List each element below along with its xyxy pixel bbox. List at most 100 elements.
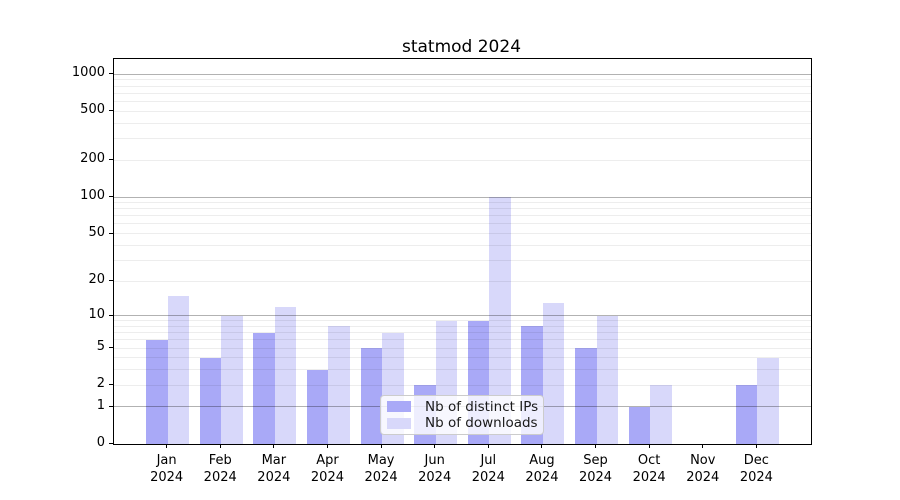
legend-swatch-distinct-ips	[387, 401, 411, 413]
y-tick-label: 100	[80, 188, 105, 203]
x-tick-label: Jul 2024	[471, 453, 505, 485]
gridline	[114, 208, 811, 210]
gridline	[114, 223, 811, 225]
bar-downloads-jul	[489, 197, 511, 444]
gridline	[114, 202, 811, 204]
gridline	[114, 339, 811, 341]
legend-label-downloads: Nb of downloads	[425, 415, 538, 432]
gridline	[114, 215, 811, 217]
y-tick-label: 20	[88, 272, 105, 288]
gridline	[114, 85, 811, 87]
x-tick-mark	[380, 444, 382, 448]
y-tick-mark	[109, 159, 113, 161]
gridline	[114, 244, 811, 246]
x-tick-label: Mar 2024	[257, 453, 291, 485]
y-tick-mark	[109, 314, 113, 316]
gridline	[114, 122, 811, 124]
bar-distinct-ips-oct	[628, 406, 651, 444]
x-tick-label: Jan 2024	[150, 453, 184, 485]
bar-downloads-feb	[221, 315, 243, 444]
bar-distinct-ips-apr	[306, 369, 329, 444]
gridline	[114, 73, 811, 75]
x-tick-mark	[326, 444, 328, 448]
gridline	[114, 138, 811, 140]
gridline	[114, 92, 811, 94]
y-tick-label: 2	[96, 376, 105, 392]
y-tick-label: 1000	[71, 65, 105, 81]
y-tick-label: 200	[80, 151, 105, 167]
y-tick-label: 50	[88, 224, 105, 240]
y-tick-mark	[109, 443, 113, 444]
y-tick-label: 10	[88, 306, 105, 322]
y-tick-mark	[109, 110, 113, 112]
gridline	[114, 110, 811, 112]
x-tick-label: Oct 2024	[632, 453, 666, 485]
x-tick-label: Jun 2024	[418, 453, 452, 485]
x-tick-mark	[755, 444, 757, 448]
gridline	[114, 79, 811, 81]
x-tick-mark	[595, 444, 597, 448]
x-tick-label: Aug 2024	[525, 453, 559, 485]
gridline	[114, 159, 811, 161]
y-tick-mark	[109, 384, 113, 386]
y-tick-mark	[109, 405, 113, 407]
gridline	[114, 320, 811, 322]
x-tick-label: Feb 2024	[203, 453, 237, 485]
bar-distinct-ips-dec	[735, 385, 758, 444]
bar-distinct-ips-jan	[146, 339, 168, 444]
bar-distinct-ips-mar	[253, 332, 275, 444]
x-tick-label: Dec 2024	[739, 453, 773, 485]
x-tick-label: Nov 2024	[686, 453, 720, 485]
x-tick-mark	[648, 444, 650, 448]
x-tick-mark	[219, 444, 221, 448]
plot-area: Nb of distinct IPs Nb of downloads	[113, 58, 812, 445]
bar-downloads-apr	[328, 326, 350, 444]
gridline	[114, 233, 811, 235]
y-tick-mark	[109, 196, 113, 197]
legend-item-distinct-ips: Nb of distinct IPs	[387, 398, 539, 415]
y-tick-label: 1	[96, 397, 105, 413]
bar-distinct-ips-feb	[199, 357, 222, 444]
gridline	[114, 347, 811, 349]
legend: Nb of distinct IPs Nb of downloads	[380, 395, 544, 435]
y-tick-label: 500	[80, 102, 105, 118]
gridline	[114, 196, 811, 198]
bar-distinct-ips-sep	[575, 348, 597, 444]
legend-label-distinct-ips: Nb of distinct IPs	[425, 398, 539, 415]
gridline	[114, 315, 811, 317]
legend-swatch-downloads	[387, 417, 411, 429]
bar-distinct-ips-may	[360, 348, 383, 444]
gridline	[114, 325, 811, 327]
y-tick-mark	[109, 280, 113, 282]
x-tick-mark	[702, 444, 704, 448]
bar-downloads-sep	[596, 315, 619, 444]
x-tick-mark	[541, 444, 543, 448]
gridline	[114, 357, 811, 359]
x-tick-mark	[273, 444, 275, 448]
x-tick-label: Sep 2024	[578, 453, 613, 485]
y-tick-label: 5	[96, 339, 105, 355]
gridline	[114, 280, 811, 282]
chart-title: statmod 2024	[401, 37, 522, 57]
x-tick-mark	[487, 444, 489, 448]
bar-downloads-dec	[757, 357, 779, 444]
bar-downloads-aug	[542, 302, 565, 444]
gridline	[114, 332, 811, 334]
gridline	[114, 101, 811, 103]
x-tick-label: Apr 2024	[310, 453, 344, 485]
bar-downloads-oct	[650, 385, 672, 444]
gridline	[114, 259, 811, 261]
bar-downloads-jan	[167, 295, 190, 444]
grid-layer	[114, 59, 811, 444]
y-tick-label: 0	[96, 435, 105, 450]
legend-item-downloads: Nb of downloads	[387, 415, 538, 432]
y-tick-mark	[109, 347, 113, 349]
y-tick-mark	[109, 232, 113, 234]
x-tick-mark	[434, 444, 436, 448]
gridline	[114, 369, 811, 371]
x-tick-label: May 2024	[364, 453, 398, 485]
gridline	[114, 384, 811, 386]
y-tick-mark	[109, 73, 113, 75]
x-tick-mark	[166, 444, 168, 448]
